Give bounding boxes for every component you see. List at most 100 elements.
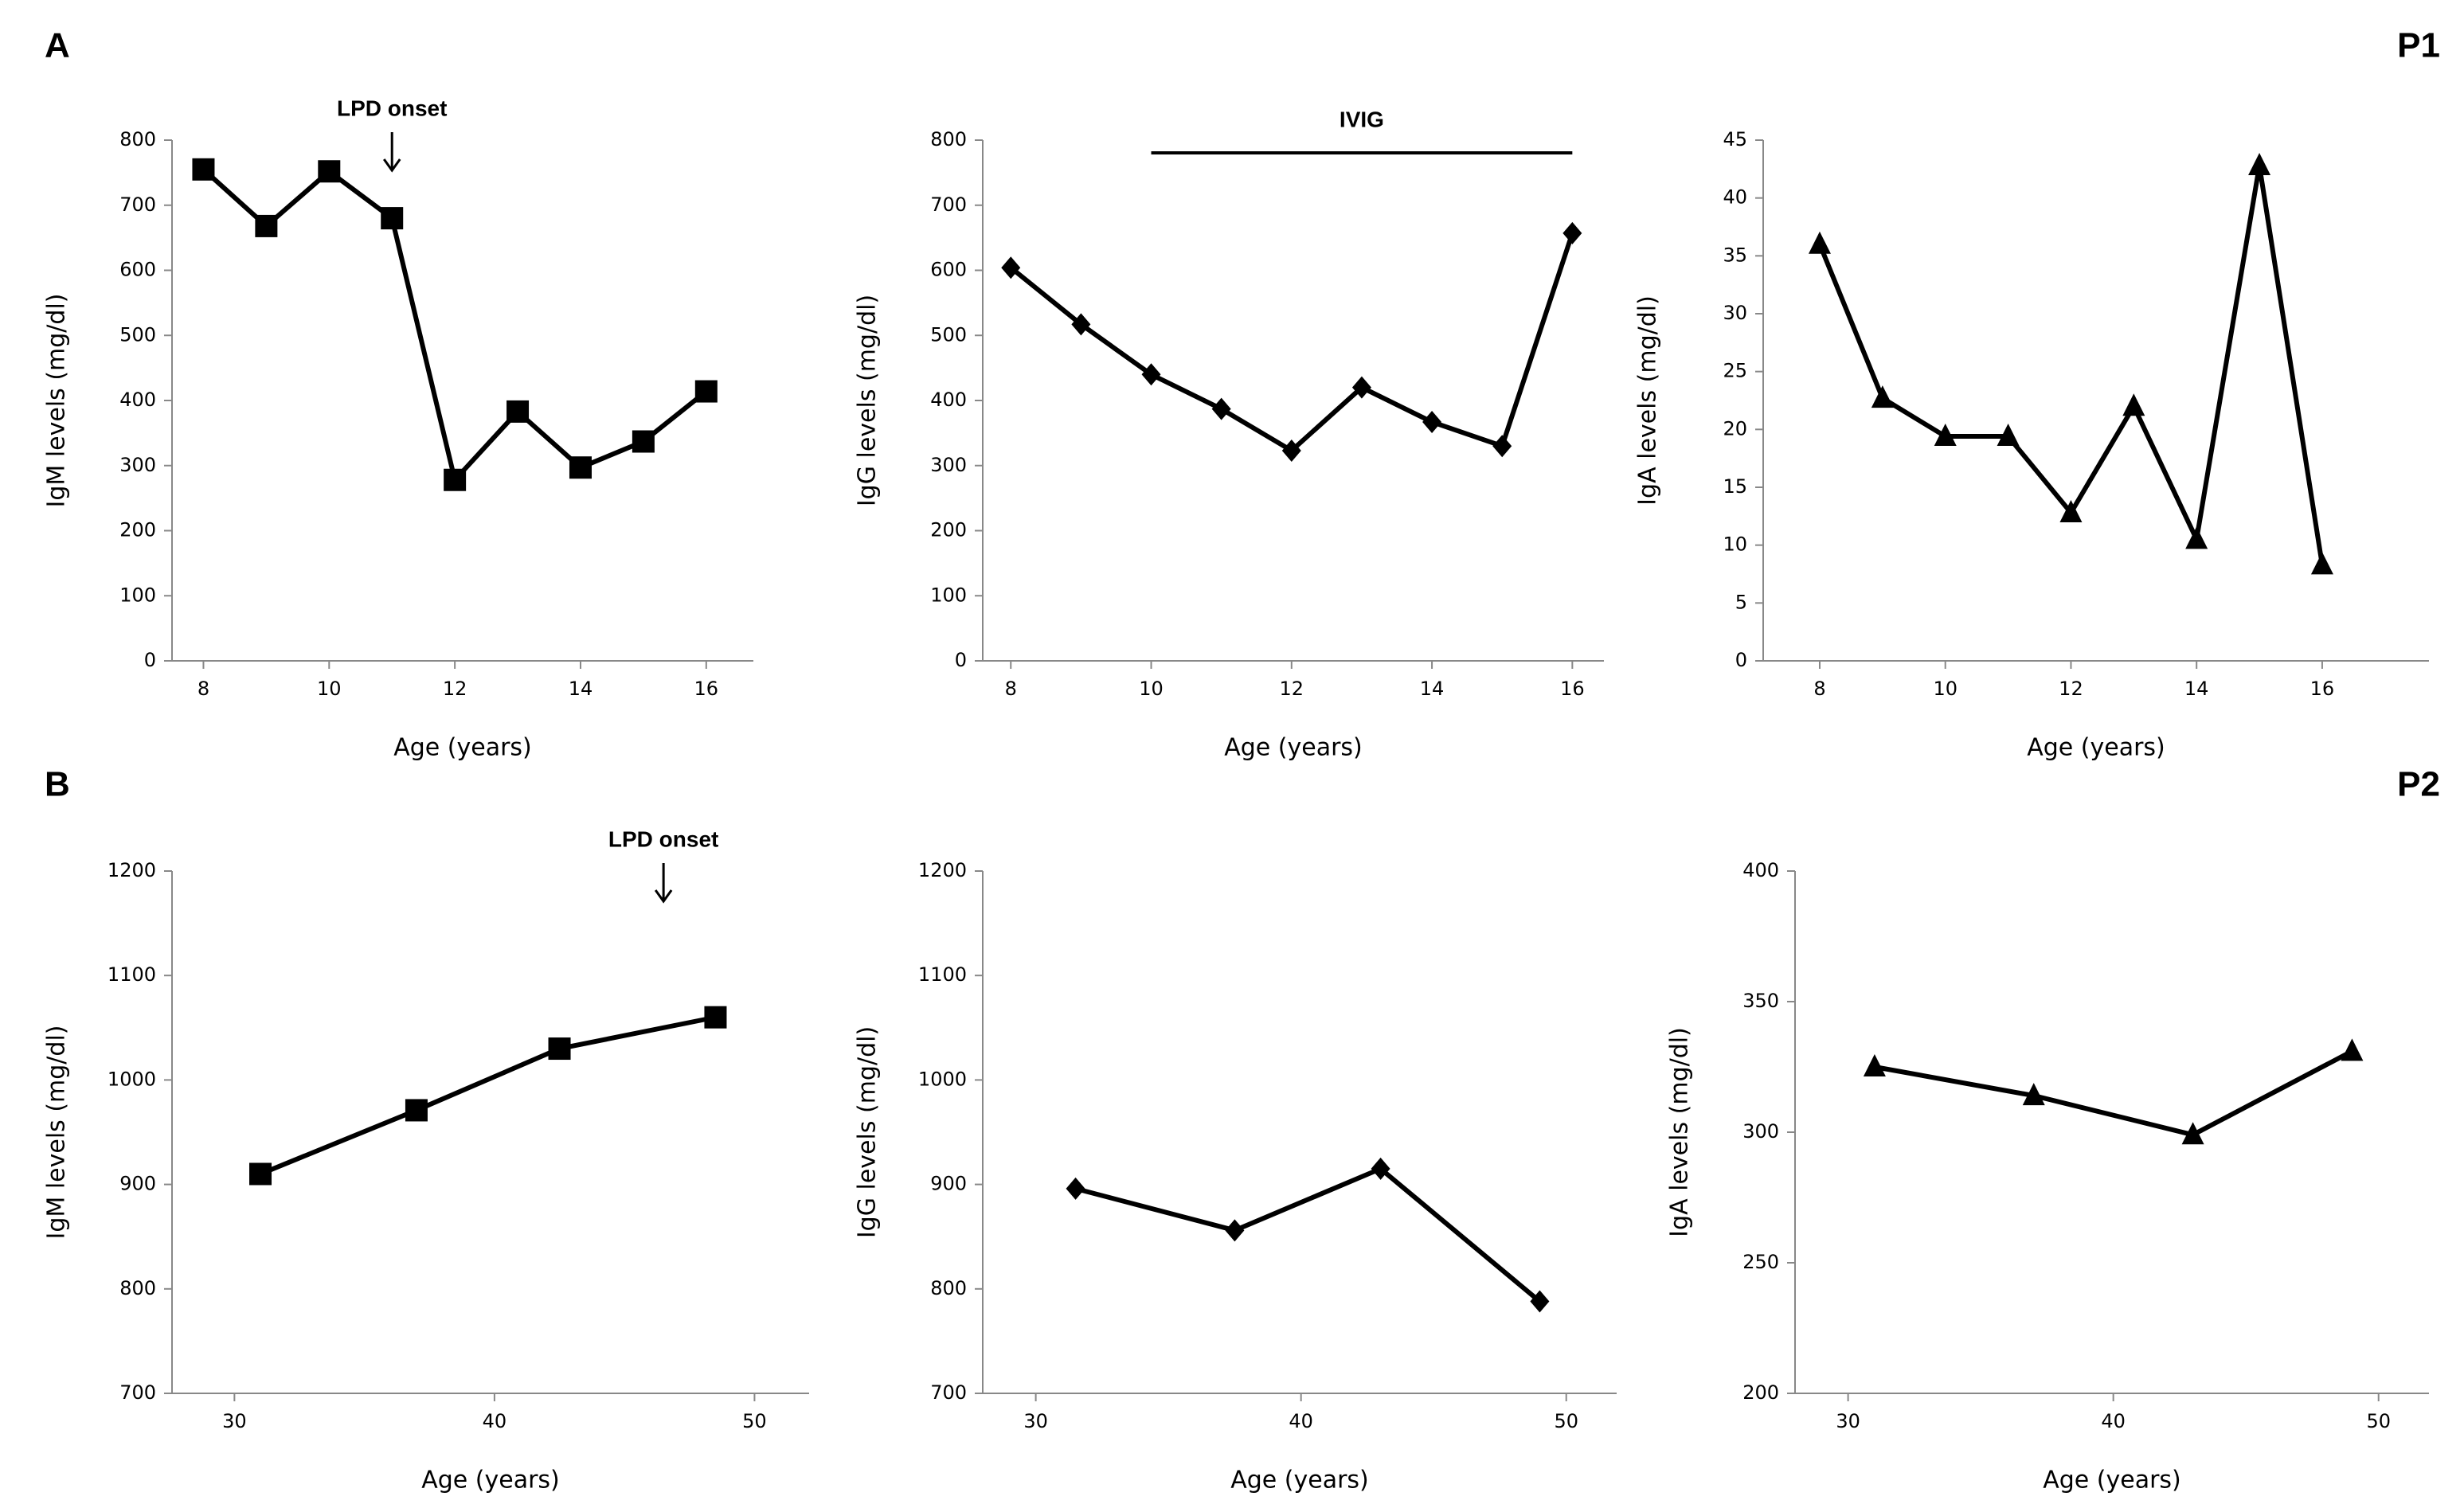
y-axis-label: IgM levels (mg/dl) xyxy=(43,1026,71,1240)
x-tick-label: 8 xyxy=(1813,678,1825,700)
marker xyxy=(1351,376,1371,399)
y-tick-label: 45 xyxy=(1723,128,1747,150)
marker xyxy=(405,1099,428,1122)
x-tick-label: 16 xyxy=(2310,678,2335,700)
y-axis-label: IgG levels (mg/dl) xyxy=(854,1026,882,1238)
y-tick-label: 0 xyxy=(144,649,156,671)
y-tick-label: 700 xyxy=(930,193,967,216)
marker xyxy=(1281,439,1301,462)
x-axis-label: Age (years) xyxy=(1224,734,1363,762)
y-tick-label: 0 xyxy=(1735,649,1747,671)
x-tick-label: 14 xyxy=(569,678,593,700)
x-tick-label: 10 xyxy=(1933,678,1958,700)
marker xyxy=(381,207,404,230)
y-tick-label: 5 xyxy=(1735,591,1747,613)
panel-label: A xyxy=(45,26,70,65)
y-tick-label: 1100 xyxy=(918,963,967,986)
marker xyxy=(506,400,530,423)
x-tick-label: 14 xyxy=(2184,678,2209,700)
x-tick-label: 10 xyxy=(317,678,342,700)
y-tick-label: 900 xyxy=(119,1173,156,1195)
x-tick-label: 16 xyxy=(694,678,719,700)
x-axis-label: Age (years) xyxy=(421,1467,560,1494)
y-tick-label: 200 xyxy=(930,519,967,541)
marker xyxy=(1530,1290,1550,1313)
y-axis-label: IgM levels (mg/dl) xyxy=(43,294,71,508)
data-line xyxy=(1074,1166,1542,1303)
marker xyxy=(569,456,592,479)
y-tick-label: 800 xyxy=(119,128,156,150)
marker xyxy=(249,1162,272,1186)
y-tick-label: 25 xyxy=(1723,360,1747,382)
x-axis-label: Age (years) xyxy=(2027,734,2165,762)
marker xyxy=(704,1006,727,1029)
y-tick-label: 100 xyxy=(930,584,967,606)
x-tick-label: 12 xyxy=(1280,678,1304,700)
marker xyxy=(1211,397,1231,420)
y-tick-label: 800 xyxy=(930,128,967,150)
x-tick-label: 12 xyxy=(2059,678,2083,700)
y-tick-label: 500 xyxy=(119,323,156,346)
panel-label: P1 xyxy=(2397,26,2440,65)
marker xyxy=(2310,552,2333,575)
data-line xyxy=(1009,232,1575,454)
data-line xyxy=(259,1014,717,1177)
x-tick-label: 50 xyxy=(742,1410,767,1432)
y-tick-label: 300 xyxy=(119,454,156,476)
x-tick-label: 8 xyxy=(198,678,209,700)
marker xyxy=(1422,410,1442,433)
x-tick-label: 40 xyxy=(483,1410,507,1432)
y-tick-label: 800 xyxy=(119,1277,156,1299)
y-tick-label: 0 xyxy=(955,649,967,671)
marker xyxy=(1934,424,1957,447)
x-axis-label: Age (years) xyxy=(393,734,532,762)
marker xyxy=(2022,1083,2045,1106)
marker xyxy=(2185,526,2208,549)
annotation-arrow xyxy=(654,863,673,904)
x-axis-label: Age (years) xyxy=(2043,1467,2181,1494)
y-tick-label: 10 xyxy=(1723,533,1747,556)
marker xyxy=(2341,1038,2364,1061)
y-tick-label: 1000 xyxy=(918,1068,967,1090)
marker xyxy=(1863,1054,1886,1076)
y-tick-label: 1000 xyxy=(108,1068,156,1090)
marker xyxy=(1071,313,1091,336)
y-tick-label: 100 xyxy=(119,584,156,606)
x-tick-label: 40 xyxy=(2101,1410,2126,1432)
y-tick-label: 600 xyxy=(119,259,156,281)
y-tick-label: 250 xyxy=(1742,1251,1779,1273)
y-tick-label: 40 xyxy=(1723,186,1747,209)
marker xyxy=(694,380,718,403)
y-tick-label: 700 xyxy=(119,1381,156,1404)
y-tick-label: 30 xyxy=(1723,302,1747,324)
y-tick-label: 20 xyxy=(1723,417,1747,440)
x-axis-label: Age (years) xyxy=(1230,1467,1369,1494)
x-tick-label: 10 xyxy=(1139,678,1164,700)
y-tick-label: 400 xyxy=(930,389,967,411)
y-tick-label: 700 xyxy=(930,1381,967,1404)
y-tick-label: 15 xyxy=(1723,475,1747,498)
x-tick-label: 16 xyxy=(1560,678,1585,700)
y-tick-label: 350 xyxy=(1742,990,1779,1012)
marker xyxy=(1001,256,1021,279)
x-tick-label: 40 xyxy=(1289,1410,1313,1432)
marker xyxy=(1492,435,1512,458)
x-tick-label: 30 xyxy=(1023,1410,1048,1432)
y-axis-label: IgA levels (mg/dl) xyxy=(1666,1027,1694,1237)
marker xyxy=(2122,393,2145,416)
marker xyxy=(2248,152,2271,175)
annotation: LPD onset xyxy=(337,96,447,120)
data-line xyxy=(201,167,708,485)
marker xyxy=(255,214,278,237)
y-tick-label: 200 xyxy=(119,519,156,541)
marker xyxy=(192,158,215,181)
marker xyxy=(2059,499,2083,522)
y-tick-label: 400 xyxy=(1742,859,1779,881)
annotation-arrow xyxy=(382,132,401,173)
y-tick-label: 600 xyxy=(930,259,967,281)
y-tick-label: 800 xyxy=(930,1277,967,1299)
x-tick-label: 8 xyxy=(1005,678,1017,700)
marker xyxy=(318,160,341,183)
marker xyxy=(1141,363,1161,386)
